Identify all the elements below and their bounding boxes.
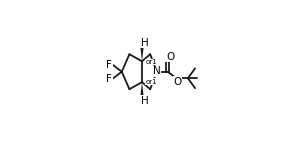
Text: F: F [107, 60, 112, 70]
Text: H: H [140, 96, 148, 106]
Text: F: F [107, 74, 112, 84]
Text: or1: or1 [146, 59, 157, 65]
Text: N: N [153, 66, 161, 76]
Text: O: O [166, 52, 174, 62]
Text: H: H [140, 38, 148, 48]
Polygon shape [140, 82, 144, 99]
Text: O: O [173, 77, 181, 87]
Text: or1: or1 [146, 79, 157, 84]
Polygon shape [140, 44, 144, 61]
